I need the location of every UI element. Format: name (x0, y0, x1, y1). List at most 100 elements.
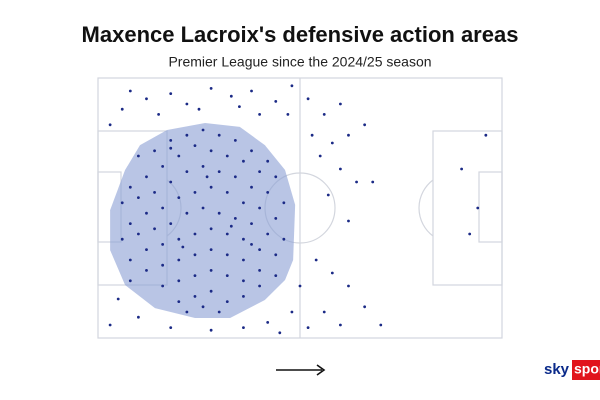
action-dot (363, 123, 367, 127)
action-dot (128, 222, 132, 226)
action-dot (266, 321, 270, 324)
action-dot (169, 92, 173, 95)
action-dot (339, 323, 342, 327)
action-dot (286, 113, 290, 116)
action-dot (169, 146, 173, 150)
action-dot (225, 232, 229, 236)
action-dot (137, 232, 140, 236)
action-dot (201, 305, 205, 309)
action-dot (209, 87, 213, 90)
action-dot (209, 328, 213, 332)
action-dot (169, 326, 173, 329)
action-dot (278, 331, 282, 335)
action-dot (347, 133, 350, 137)
action-dot (282, 237, 286, 241)
action-dot (185, 211, 189, 215)
action-dot (484, 133, 488, 137)
logo: sky sports (544, 360, 600, 380)
action-dot (205, 175, 209, 179)
action-dot (322, 310, 326, 314)
action-dot (371, 180, 375, 184)
action-dot (145, 211, 148, 215)
action-dot (250, 243, 253, 246)
action-dot (201, 165, 205, 168)
action-dot (193, 144, 197, 148)
action-dot (193, 274, 197, 277)
action-dot (116, 297, 120, 301)
action-dot (177, 258, 181, 262)
action-dot (274, 100, 278, 103)
action-dot (258, 206, 261, 210)
action-dot (137, 196, 140, 200)
action-dot (177, 154, 181, 158)
chart-title: Maxence Lacroix's defensive action areas (82, 22, 519, 47)
action-dot (282, 201, 286, 205)
action-dot (128, 185, 132, 189)
action-dot (217, 310, 221, 314)
action-dot (250, 222, 253, 226)
action-dot (209, 185, 213, 189)
action-dot (242, 326, 245, 329)
action-dot (274, 217, 278, 220)
action-dot (298, 284, 302, 288)
action-dot (161, 165, 165, 168)
action-dot (137, 154, 140, 158)
action-dot (306, 326, 310, 329)
action-dot (197, 107, 201, 111)
action-dot (209, 269, 213, 272)
action-dot (347, 284, 350, 288)
logo-sky: sky (544, 361, 570, 378)
action-dot (274, 274, 278, 277)
action-dot (290, 84, 294, 88)
action-dot (347, 219, 350, 223)
action-dot (225, 274, 229, 277)
action-dot (242, 237, 245, 241)
chart-subtitle: Premier League since the 2024/25 season (168, 54, 431, 70)
action-dot (258, 113, 261, 116)
action-dot (128, 89, 132, 93)
action-dot (128, 279, 132, 283)
action-dot (209, 227, 213, 231)
action-area (110, 122, 296, 318)
action-dot (266, 191, 270, 194)
action-dot (108, 123, 112, 127)
action-dot (193, 253, 197, 257)
action-dot (217, 211, 221, 215)
action-dot (169, 180, 173, 184)
action-dot (363, 305, 367, 309)
action-dot (177, 279, 181, 283)
action-dot (233, 217, 237, 220)
action-dot (153, 227, 156, 231)
action-dot (258, 170, 261, 174)
action-dot (161, 263, 165, 267)
action-dot (177, 300, 181, 303)
action-dot (153, 191, 156, 194)
action-dot (326, 193, 330, 197)
action-dot (209, 289, 213, 293)
action-dot (217, 170, 221, 174)
action-dot (318, 154, 322, 158)
action-dot (120, 237, 124, 241)
direction-arrow (276, 364, 326, 376)
action-dot (339, 167, 342, 171)
action-dot (225, 191, 229, 194)
action-dot (250, 149, 253, 153)
action-dot (274, 175, 278, 179)
action-dot (161, 206, 165, 210)
action-dot (193, 191, 197, 194)
logo-sports: sports (574, 361, 600, 377)
action-dot (238, 105, 241, 108)
action-dot (266, 159, 270, 163)
action-dot (161, 243, 165, 246)
action-dot (217, 133, 221, 137)
action-dot (185, 310, 189, 314)
action-dot (145, 269, 148, 272)
action-dot (379, 323, 383, 327)
action-dot (169, 222, 173, 226)
action-dot (460, 167, 463, 171)
action-dot (242, 201, 245, 205)
action-dot (209, 149, 213, 153)
action-dot (355, 180, 358, 184)
action-dot (242, 295, 245, 298)
action-dot (145, 175, 148, 179)
